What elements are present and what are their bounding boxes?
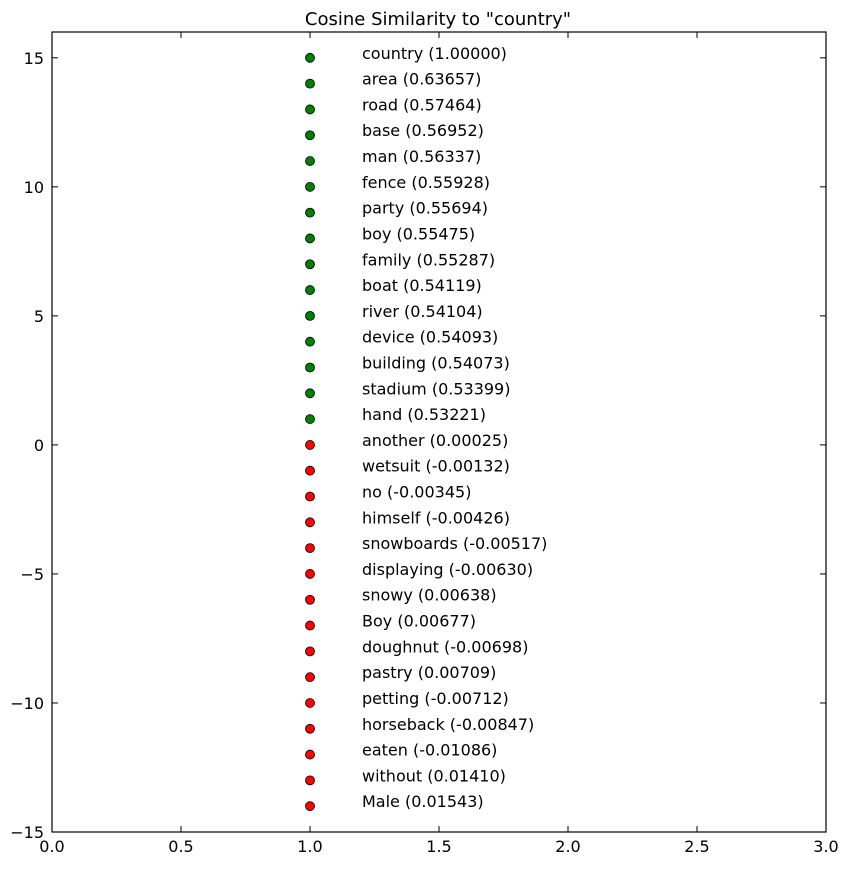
point-label: no (-0.00345) <box>362 483 471 502</box>
y-tick-label: 15 <box>24 49 44 68</box>
point-label: hand (0.53221) <box>362 405 486 424</box>
data-point <box>305 130 315 141</box>
point-label: petting (-0.00712) <box>362 689 509 708</box>
data-point <box>305 594 315 605</box>
x-tick-label: 2.5 <box>684 837 709 856</box>
point-label: area (0.63657) <box>362 70 481 89</box>
data-point <box>305 723 315 734</box>
x-tick-label: 0.5 <box>168 837 193 856</box>
point-label: fence (0.55928) <box>362 173 490 192</box>
point-label: river (0.54104) <box>362 302 483 321</box>
data-point <box>305 285 315 295</box>
point-label: pastry (0.00709) <box>362 663 496 682</box>
point-label: country (1.00000) <box>362 44 507 63</box>
plot-marks: country (1.00000) area (0.63657) road (0.5… <box>305 44 547 812</box>
data-point <box>305 414 315 424</box>
x-tick-label: 1.5 <box>426 837 451 856</box>
y-tick-label: 0 <box>34 436 44 455</box>
y-tick-label: −5 <box>20 565 44 584</box>
data-point <box>305 491 315 502</box>
data-point <box>305 233 315 244</box>
point-label: horseback (-0.00847) <box>362 715 534 734</box>
data-point <box>305 775 315 786</box>
y-tick-label: −15 <box>10 823 44 842</box>
point-label: family (0.55287) <box>362 250 495 269</box>
data-point <box>305 181 315 192</box>
data-point <box>305 440 315 450</box>
data-point <box>305 569 315 579</box>
point-label: stadium (0.53399) <box>362 379 510 398</box>
point-label: displaying (-0.00630) <box>362 560 533 579</box>
data-point <box>305 620 315 631</box>
point-label: doughnut (-0.00698) <box>362 637 528 656</box>
point-label: base (0.56952) <box>362 121 484 140</box>
x-tick-label: 2.0 <box>555 837 580 856</box>
point-label: wetsuit (-0.00132) <box>362 457 510 476</box>
data-point <box>305 646 315 657</box>
point-label: without (0.01410) <box>362 766 506 785</box>
chart-title: Cosine Similarity to "country" <box>305 9 571 30</box>
data-point <box>305 259 315 270</box>
y-tick-label: 5 <box>34 307 44 326</box>
data-point <box>305 310 315 321</box>
point-label: another (0.00025) <box>362 431 508 450</box>
point-label: snowy (0.00638) <box>362 586 497 605</box>
point-label: snowboards (-0.00517) <box>362 534 547 553</box>
data-point <box>305 465 315 476</box>
y-tick-label: −10 <box>10 694 44 713</box>
data-point <box>305 672 315 683</box>
data-point <box>305 156 315 166</box>
point-label: device (0.54093) <box>362 328 498 347</box>
data-point <box>305 543 315 554</box>
data-point <box>305 104 315 115</box>
point-label: man (0.56337) <box>362 147 481 166</box>
data-point <box>305 336 315 347</box>
data-point <box>305 749 315 760</box>
point-label: eaten (-0.01086) <box>362 741 497 760</box>
x-tick-label: 1.0 <box>297 837 322 856</box>
data-point <box>305 362 315 373</box>
x-tick-label: 0.0 <box>39 837 64 856</box>
point-label: building (0.54073) <box>362 353 510 372</box>
data-point <box>305 517 315 528</box>
data-point <box>305 78 315 89</box>
y-tick-label: 10 <box>24 178 44 197</box>
point-label: boy (0.55475) <box>362 224 475 243</box>
data-point <box>305 698 315 708</box>
x-tick-label: 3.0 <box>813 837 838 856</box>
data-point <box>305 52 315 63</box>
data-point <box>305 801 315 812</box>
point-label: himself (-0.00426) <box>362 508 510 527</box>
point-label: Male (0.01543) <box>362 792 484 811</box>
point-label: party (0.55694) <box>362 199 488 218</box>
axis-ticks: 0.0 0.5 1.0 1.5 2.0 2.5 3.0 −15 −10 −5 0 5 10 15 <box>10 32 839 856</box>
data-point <box>305 388 315 399</box>
point-label: Boy (0.00677) <box>362 612 476 631</box>
point-label: road (0.57464) <box>362 95 482 114</box>
data-point <box>305 207 315 218</box>
point-label: boat (0.54119) <box>362 276 482 295</box>
